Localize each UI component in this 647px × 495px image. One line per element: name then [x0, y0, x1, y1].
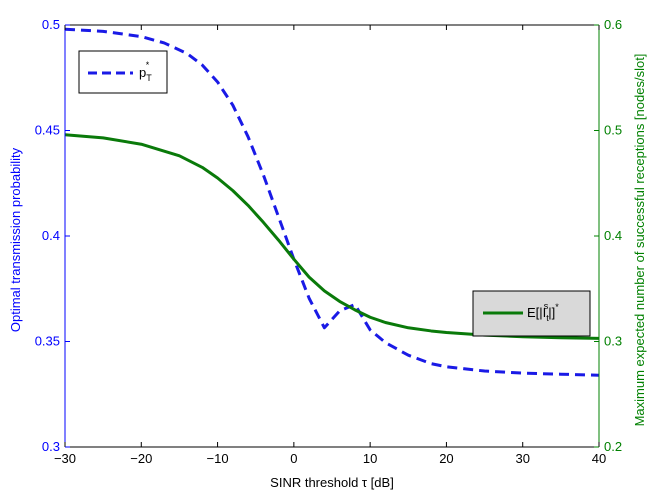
- series-line-successful-receptions: [64, 133, 600, 340]
- x-tick-label: −20: [130, 451, 152, 466]
- x-tick-label: 10: [363, 451, 377, 466]
- right-y-tick-label: 0.3: [604, 334, 622, 349]
- x-tick-label: 20: [439, 451, 453, 466]
- x-tick-label: 40: [592, 451, 606, 466]
- left-y-tick-label: 0.4: [42, 228, 60, 243]
- left-y-axis-label: Optimal transmission probability: [8, 147, 23, 332]
- x-tick-label: 0: [290, 451, 297, 466]
- legend-right-main: E[|I: [527, 305, 546, 320]
- legend-left-main: p: [139, 65, 146, 80]
- left-y-tick-label: 0.3: [42, 439, 60, 454]
- right-y-tick-label: 0.4: [604, 228, 622, 243]
- series-line-transmission-probability: [64, 27, 600, 377]
- right-y-axis-label: Maximum expected number of successful re…: [632, 54, 647, 427]
- x-tick-label: −10: [207, 451, 229, 466]
- legend-left-sup: *: [146, 60, 150, 70]
- x-tick-label: 30: [515, 451, 529, 466]
- left-y-tick-label: 0.5: [42, 17, 60, 32]
- left-y-tick-label: 0.35: [35, 334, 60, 349]
- x-tick-label: −30: [54, 451, 76, 466]
- legend-right-tail-sup: *: [555, 302, 559, 312]
- legend-right-sup: s: [544, 301, 549, 311]
- plot-area: [64, 27, 600, 377]
- right-y-tick-label: 0.2: [604, 439, 622, 454]
- legend-box-left: pT *: [78, 50, 168, 94]
- legend-right-tail: |]: [548, 305, 555, 320]
- legend-right-sub: t: [546, 313, 549, 323]
- axes: −30 −20 −10 0 10 20 30 40 0.3 0.35 0.4 0.45 0.5 0.2 0.…: [35, 17, 622, 466]
- legend-box-right: E[|Its|]*: [472, 290, 591, 337]
- left-y-tick-label: 0.45: [35, 123, 60, 138]
- legend-left-sub: T: [146, 73, 152, 83]
- legend-left-label: pT *: [139, 60, 152, 83]
- legend-right-label: E[|Its|]*: [527, 301, 559, 323]
- right-y-tick-label: 0.6: [604, 17, 622, 32]
- right-y-tick-label: 0.5: [604, 123, 622, 138]
- x-axis-label: SINR threshold τ [dB]: [270, 475, 394, 490]
